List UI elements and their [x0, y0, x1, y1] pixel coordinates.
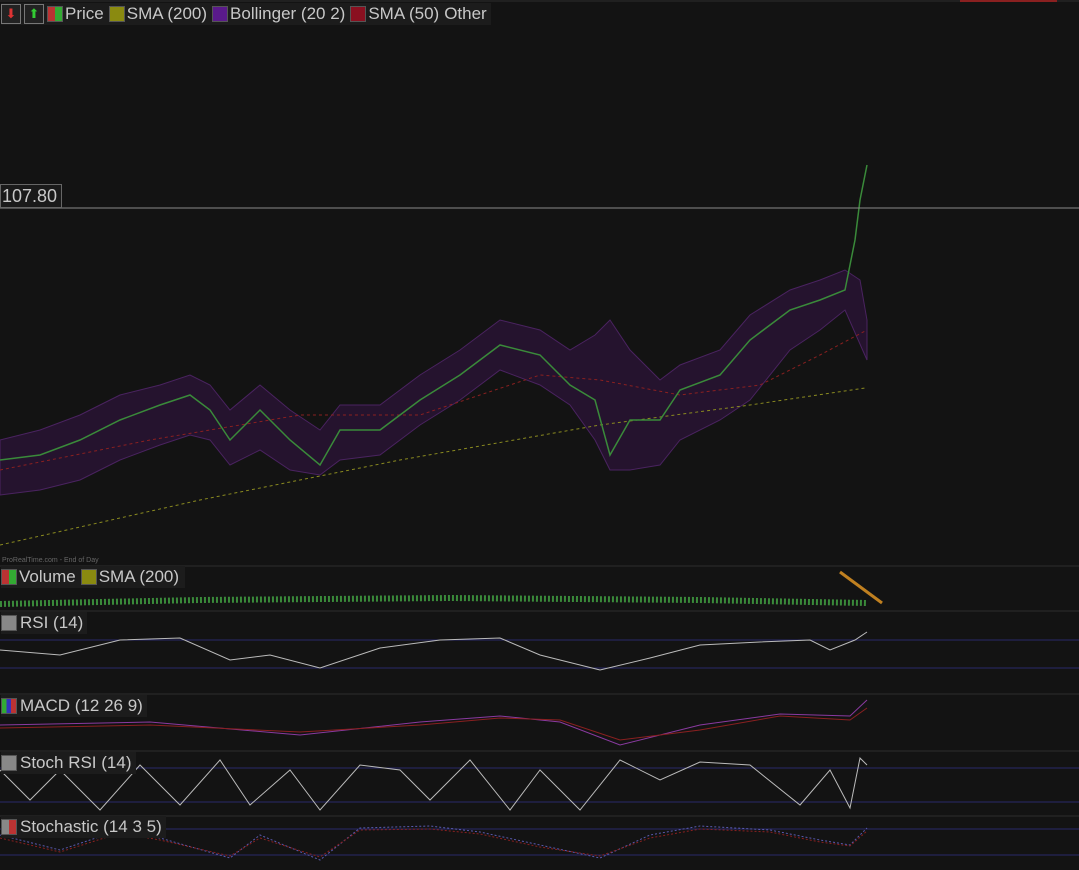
rsi-line — [0, 631, 868, 671]
macd-legend: MACD (12 26 9) — [1, 695, 147, 717]
price-line — [0, 164, 868, 467]
stochastic-legend: Stochastic (14 3 5) — [1, 816, 166, 838]
legend-label: SMA (50) — [368, 4, 440, 23]
legend-label: Stochastic (14 3 5) — [20, 817, 162, 836]
macd-signal — [0, 707, 868, 741]
stoch-rsi-legend: Stoch RSI (14) — [1, 752, 136, 774]
stoch-rsi-line — [0, 756, 868, 811]
volume-profile — [0, 594, 868, 607]
sma-50-line — [0, 329, 868, 471]
watermark: ProRealTime.com - End of Day — [2, 557, 99, 564]
price-label: 107.80 — [0, 184, 62, 208]
legend-label: SMA (200) — [126, 4, 208, 23]
macd-line — [0, 699, 868, 746]
download-button[interactable]: ⬇ — [1, 4, 21, 24]
legend-label: Price — [65, 4, 104, 23]
oscillator-levels — [0, 639, 1079, 856]
legend-label: Stoch RSI (14) — [20, 753, 132, 772]
legend-label: RSI (14) — [20, 613, 84, 632]
volume-legend: Volume SMA (200) — [1, 566, 186, 588]
legend-label: Volume — [19, 567, 76, 586]
stochastic-line — [0, 825, 868, 861]
bollinger-band — [0, 269, 868, 496]
legend-label: MACD (12 26 9) — [20, 696, 143, 715]
legend-label: Other — [444, 4, 487, 23]
legend-label: SMA (200) — [98, 567, 180, 586]
volume-trend-line — [839, 570, 883, 605]
rsi-legend: RSI (14) — [1, 612, 88, 634]
price-legend: ⬇ ⬆ Price SMA (200) Bollinger (20 2) SMA… — [1, 3, 491, 25]
legend-label: Bollinger (20 2) — [230, 4, 346, 23]
sma-200-line — [0, 387, 866, 546]
upload-button[interactable]: ⬆ — [24, 4, 44, 24]
